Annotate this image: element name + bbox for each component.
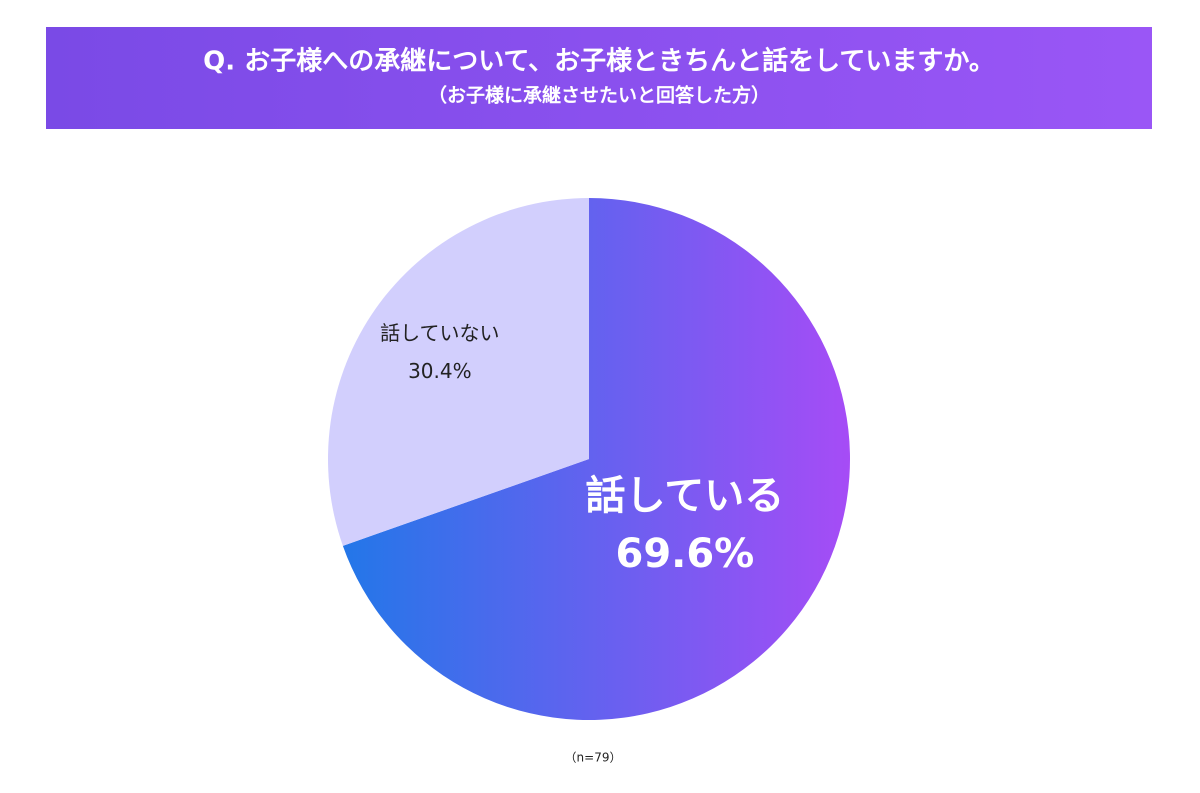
- pie-slice: [342, 198, 850, 720]
- slice-label: 話している: [585, 473, 784, 519]
- value-label: 69.6%: [615, 531, 754, 577]
- header-band: [46, 27, 1152, 129]
- sample-note: （n=79）: [565, 751, 622, 765]
- slice-label: 話していない: [380, 321, 499, 345]
- chart-subtitle: （お子様に承継させたいと回答した方）: [428, 84, 770, 107]
- chart-title: Q. お子様への承継について、お子様ときちんと話をしていますか。: [203, 46, 995, 77]
- value-label: 30.4%: [408, 359, 472, 383]
- pie-slice: [327, 198, 589, 546]
